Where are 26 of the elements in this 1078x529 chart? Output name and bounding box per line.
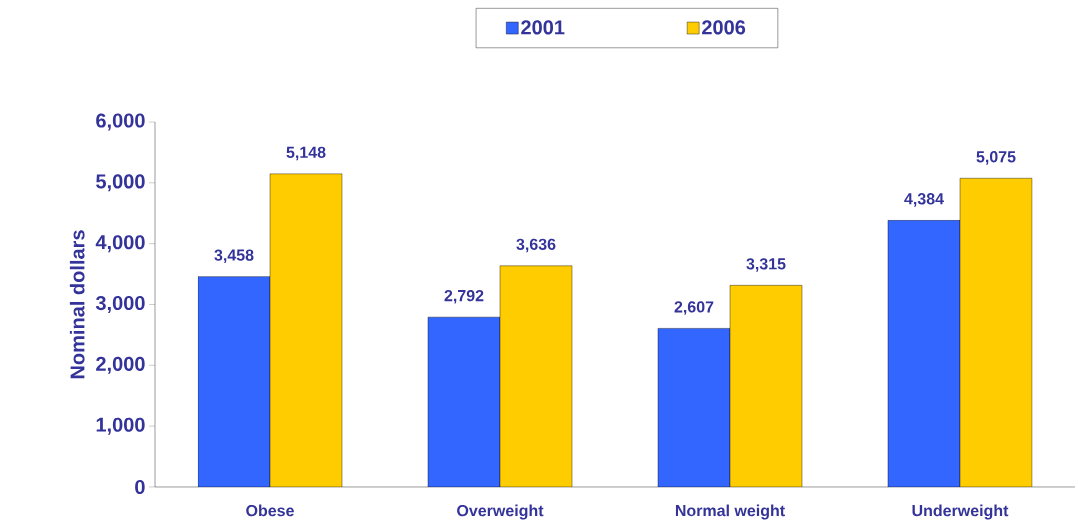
- bar: [730, 285, 802, 487]
- x-tick-label: Obese: [246, 504, 294, 517]
- data-label: 3,315: [746, 258, 786, 272]
- data-label: 3,458: [214, 249, 254, 264]
- y-tick-label: 6,000: [96, 113, 145, 131]
- y-tick-label: 0: [135, 479, 145, 495]
- data-label: 3,636: [516, 238, 556, 253]
- y-tick-label: 1,000: [96, 417, 145, 435]
- legend-label: 2001: [521, 20, 565, 35]
- data-label: 5,075: [976, 151, 1016, 165]
- y-tick-label: 5,000: [96, 174, 145, 192]
- data-label: 2,792: [444, 289, 484, 304]
- data-label: 5,148: [286, 146, 326, 161]
- y-tick-label: 2,000: [96, 356, 145, 374]
- x-tick-label: Normal weight: [675, 504, 785, 520]
- y-tick-label: 4,000: [95, 235, 145, 253]
- legend-label: 2006: [702, 20, 746, 35]
- x-tick-label: Overweight: [457, 504, 544, 520]
- data-label: 2,607: [674, 301, 714, 315]
- x-tick-label: Underweight: [912, 504, 1009, 520]
- y-axis-title: Nominal dollars: [69, 230, 85, 379]
- bar: [270, 173, 343, 487]
- data-label: 4,384: [904, 193, 944, 207]
- bar: [500, 265, 572, 487]
- y-tick-label: 3,000: [95, 295, 145, 314]
- bar: [959, 178, 1033, 487]
